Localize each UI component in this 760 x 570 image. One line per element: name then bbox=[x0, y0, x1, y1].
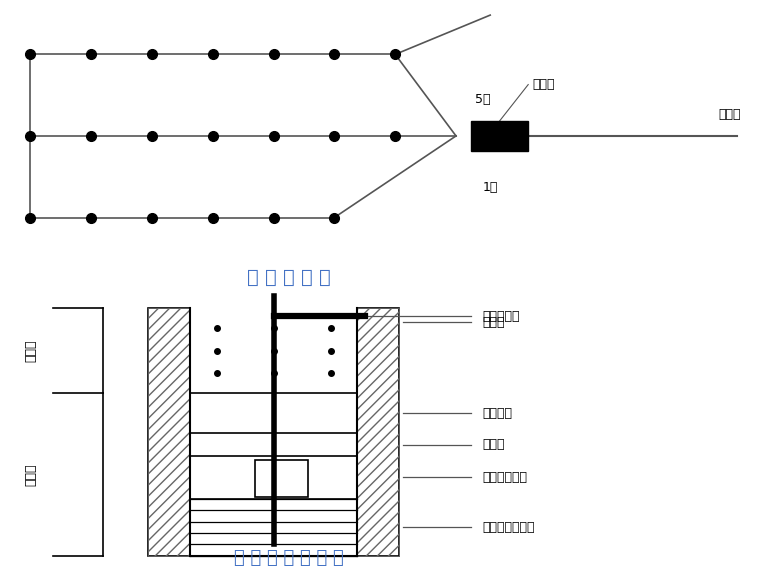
Text: 堵塞段: 堵塞段 bbox=[24, 339, 37, 362]
Text: 炮 孔 装 药 结 构 图: 炮 孔 装 药 结 构 图 bbox=[234, 549, 344, 567]
Text: 堵塞物: 堵塞物 bbox=[483, 316, 505, 328]
Text: 导爆管尾线: 导爆管尾线 bbox=[483, 310, 520, 323]
Text: 导火线: 导火线 bbox=[718, 108, 741, 121]
Bar bbox=[471, 121, 528, 151]
Text: 5段: 5段 bbox=[475, 93, 490, 106]
Text: 火雷管: 火雷管 bbox=[532, 78, 555, 91]
Text: 乳化或硝胺炸药: 乳化或硝胺炸药 bbox=[483, 521, 535, 534]
Text: 硝胺炸药: 硝胺炸药 bbox=[483, 407, 512, 420]
Bar bbox=[255, 461, 308, 497]
Text: 装药段: 装药段 bbox=[24, 463, 37, 486]
Polygon shape bbox=[357, 308, 399, 556]
Text: 1段: 1段 bbox=[483, 181, 498, 194]
Text: 非电毫秒雷管: 非电毫秒雷管 bbox=[483, 471, 527, 484]
Text: 起爆体: 起爆体 bbox=[483, 438, 505, 451]
Text: 3段: 3段 bbox=[475, 139, 490, 152]
Polygon shape bbox=[148, 308, 190, 556]
Text: 起 爆 网 络 图: 起 爆 网 络 图 bbox=[247, 268, 331, 287]
